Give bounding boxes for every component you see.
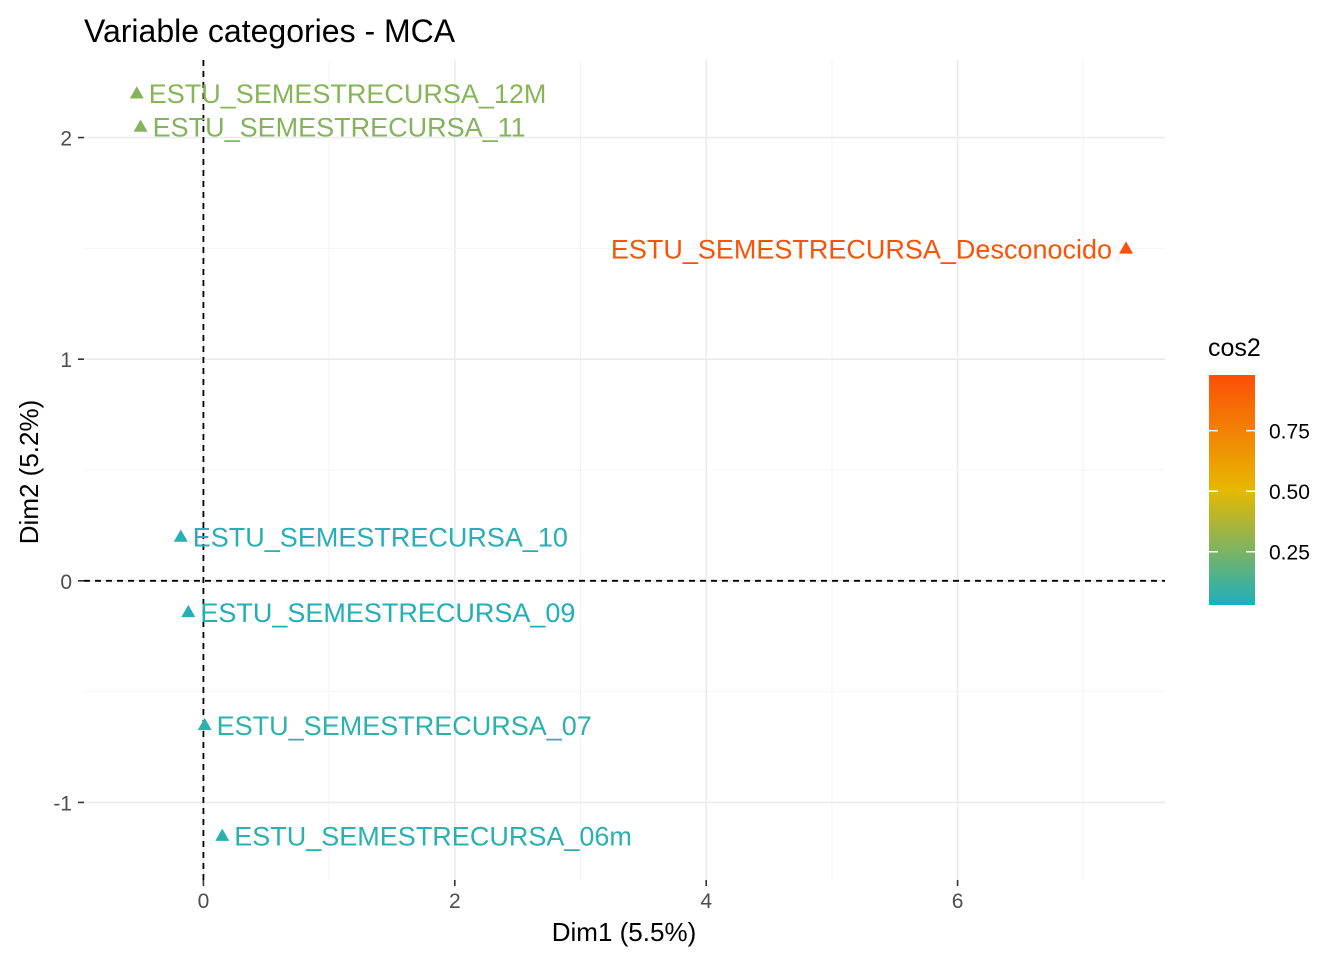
- points-layer: [129, 86, 1134, 841]
- point-labels-layer: ESTU_SEMESTRECURSA_12MESTU_SEMESTRECURSA…: [149, 79, 1112, 851]
- data-point: [181, 604, 196, 618]
- y-axis-title: Dim2 (5.2%): [14, 400, 44, 544]
- y-tick-label: 0: [60, 571, 72, 594]
- data-point: [1119, 241, 1134, 254]
- point-label: ESTU_SEMESTRECURSA_12M: [149, 79, 547, 109]
- legend-ticks: 0.25 0.50 0.75: [1209, 421, 1310, 565]
- point-label: ESTU_SEMESTRECURSA_11: [153, 112, 526, 142]
- data-point: [215, 828, 230, 841]
- data-point: [129, 86, 144, 99]
- x-tick-label: 0: [198, 890, 210, 913]
- legend-colorbar: [1209, 375, 1255, 605]
- point-label: ESTU_SEMESTRECURSA_07: [217, 711, 592, 741]
- data-point: [197, 717, 212, 731]
- reference-lines: [84, 60, 1165, 880]
- chart-title: Variable categories - MCA: [84, 13, 456, 49]
- x-tick-label: 6: [952, 890, 964, 913]
- axes: 0 2 4 6 -1 0 1 2: [53, 128, 963, 913]
- data-point: [173, 529, 188, 542]
- x-tick-label: 4: [700, 890, 712, 913]
- y-tick-label: -1: [53, 792, 72, 815]
- legend-tick-label: 0.75: [1269, 421, 1310, 444]
- grid: [84, 60, 1165, 880]
- legend-title: cos2: [1208, 334, 1261, 362]
- y-tick-label: 2: [60, 128, 72, 151]
- y-tick-label: 1: [60, 349, 72, 372]
- x-axis-title: Dim1 (5.5%): [552, 917, 696, 947]
- point-label: ESTU_SEMESTRECURSA_10: [193, 522, 568, 552]
- legend-tick-label: 0.25: [1269, 542, 1310, 565]
- color-legend: cos2 0.25 0.50 0.75: [1208, 334, 1310, 605]
- point-label: ESTU_SEMESTRECURSA_09: [200, 598, 575, 628]
- data-point: [133, 119, 148, 132]
- legend-tick-label: 0.50: [1269, 481, 1310, 504]
- point-label: ESTU_SEMESTRECURSA_Desconocido: [611, 234, 1112, 264]
- point-label: ESTU_SEMESTRECURSA_06m: [234, 822, 632, 852]
- x-tick-label: 2: [449, 890, 461, 913]
